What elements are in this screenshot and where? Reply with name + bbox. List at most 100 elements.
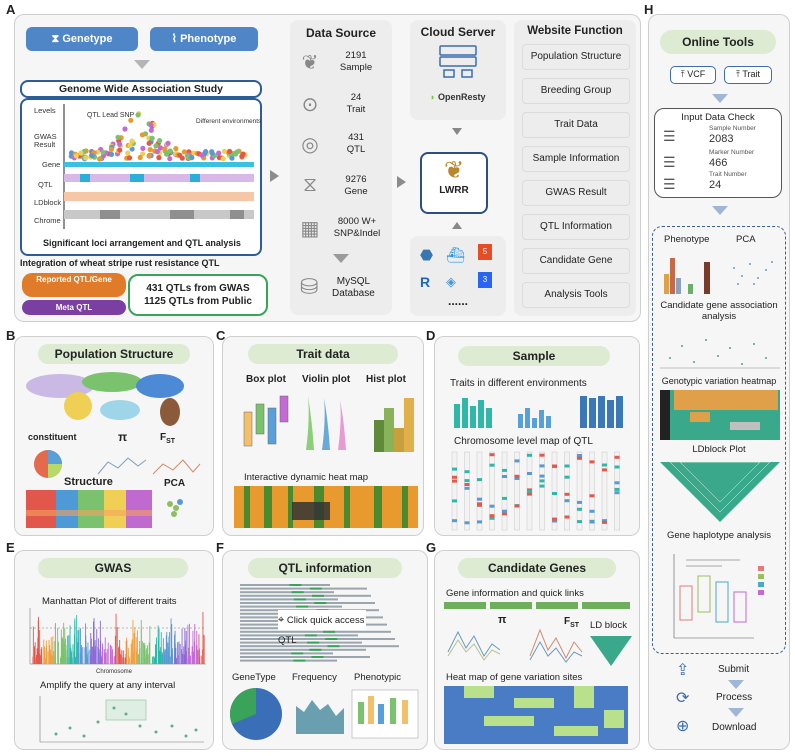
manhattan-point xyxy=(60,657,61,664)
chromosome-bar xyxy=(501,451,508,531)
track-chrome-label: Chrome xyxy=(34,216,61,225)
manhattan-point xyxy=(96,629,98,664)
function-item: Sample Information xyxy=(522,146,630,172)
manhattan-point xyxy=(89,649,91,664)
manhattan-point xyxy=(112,649,113,664)
manhattan-point xyxy=(57,656,59,664)
manhattan-point xyxy=(39,630,41,664)
qtl-row-highlight xyxy=(309,587,322,590)
db-label: Database xyxy=(332,288,375,299)
manhattan-point xyxy=(154,657,155,664)
integration-label: Integration of wheat stripe rust resista… xyxy=(20,258,220,268)
qtl-marker xyxy=(477,502,482,506)
pca-label: PCA xyxy=(736,234,756,245)
qtl-marker xyxy=(614,491,620,495)
dna-icon: ⧗ xyxy=(51,33,63,45)
mysql-label: MySQL Database xyxy=(332,276,375,300)
cloud-server-box: Cloud Server ◗ OpenResty xyxy=(410,20,506,120)
manhattan-point xyxy=(164,655,166,664)
qtl-marker xyxy=(614,455,620,459)
gwas-snp-dot xyxy=(125,150,131,156)
qtl-row-bar xyxy=(240,594,371,597)
manhattan-point xyxy=(34,648,36,664)
panel-letter-d: D xyxy=(426,328,436,343)
fst-main: F xyxy=(160,432,167,443)
lwrr-label: LWRR xyxy=(439,185,469,196)
gwas-snp-dot xyxy=(153,143,159,149)
manhattan-point xyxy=(136,651,138,664)
trait-label: Trait xyxy=(742,69,760,79)
download-label[interactable]: Download xyxy=(712,722,757,733)
qtl-row-highlight xyxy=(293,659,306,662)
function-item: GWAS Result xyxy=(522,180,630,206)
manhattan-point xyxy=(115,613,117,664)
qtl-row-highlight xyxy=(296,605,309,608)
manhattan-point xyxy=(32,656,34,664)
qtl-row-highlight xyxy=(314,602,327,604)
qtl-marker xyxy=(464,483,470,486)
qtl-info-title: QTL information xyxy=(248,558,402,578)
manhattan-point xyxy=(76,637,78,664)
manhattan-point xyxy=(75,656,76,664)
qtl-marker xyxy=(564,475,570,479)
location-pin-icon: ⊙ xyxy=(301,94,319,116)
manhattan-point xyxy=(107,642,109,664)
marker-number-value: 466 xyxy=(709,157,728,169)
vcf-label: VCF xyxy=(687,69,706,79)
qtl-row-highlight xyxy=(293,598,306,601)
manhattan-point xyxy=(158,654,160,664)
gwas-snp-dot xyxy=(221,148,228,154)
qtl-row-bar xyxy=(240,630,391,633)
manhattan-plot xyxy=(29,608,206,665)
qtl-marker xyxy=(552,519,557,523)
chromosome-bar xyxy=(539,451,545,531)
hist-plot-label: Hist plot xyxy=(366,374,406,385)
manhattan-point xyxy=(143,652,145,664)
manhattan-point xyxy=(48,640,50,664)
gwas-snp-dot xyxy=(117,147,123,153)
qtl-marker xyxy=(527,472,532,475)
qtl-gwas-text: 431 QTLs from GWAS xyxy=(146,283,250,294)
manhattan-point xyxy=(92,644,94,664)
fst-label: FST xyxy=(160,432,175,445)
trait-input-button[interactable]: ⤒ Trait xyxy=(724,66,772,84)
submit-label[interactable]: Submit xyxy=(718,664,750,675)
manhattan-point xyxy=(57,627,59,664)
manhattan-point xyxy=(38,656,39,664)
manhattan-point xyxy=(36,655,37,664)
gwas-snp-dot xyxy=(108,146,114,152)
chromosome-bar xyxy=(514,451,520,531)
qtl-marker xyxy=(589,494,595,498)
qtl-marker xyxy=(577,520,582,524)
manhattan-point xyxy=(133,648,135,664)
qtl-marker xyxy=(489,453,495,457)
manhattan-point xyxy=(178,641,180,664)
gwas-snp-dot xyxy=(148,122,154,128)
manhattan-point xyxy=(143,642,144,664)
qtl-row-highlight xyxy=(307,641,320,644)
qtl-marker xyxy=(502,509,507,513)
manhattan-point xyxy=(121,650,123,664)
qtl-marker xyxy=(589,509,595,513)
manhattan-point xyxy=(202,633,204,664)
target-icon: ◎ xyxy=(301,134,319,156)
checklist-icon: ☰ xyxy=(663,176,676,192)
manhattan-point xyxy=(146,648,147,664)
manhattan-point xyxy=(51,655,53,664)
manhattan-point xyxy=(179,644,181,664)
gwas-snp-dot xyxy=(148,127,154,133)
gwas-snp-dot xyxy=(146,152,152,158)
gwas-snp-dot xyxy=(229,155,235,161)
gwas-snp-dot xyxy=(203,149,209,155)
qtl-marker xyxy=(539,479,545,483)
sample-number-value: 2083 xyxy=(709,133,734,145)
gene-variation-heatmap xyxy=(444,686,628,744)
ds-value: 8000 W+ xyxy=(337,216,377,227)
chromosome-bar xyxy=(464,451,470,531)
genotype-button: ⧗ Genetype xyxy=(26,27,138,51)
sig-loci-label: Significant loci arrangement and QTL ana… xyxy=(43,238,241,248)
manhattan-point xyxy=(72,651,74,664)
chart-icon: ⌇ xyxy=(171,33,181,45)
manhattan-point xyxy=(62,647,64,664)
vcf-input-button[interactable]: ⤒ VCF xyxy=(670,66,716,84)
